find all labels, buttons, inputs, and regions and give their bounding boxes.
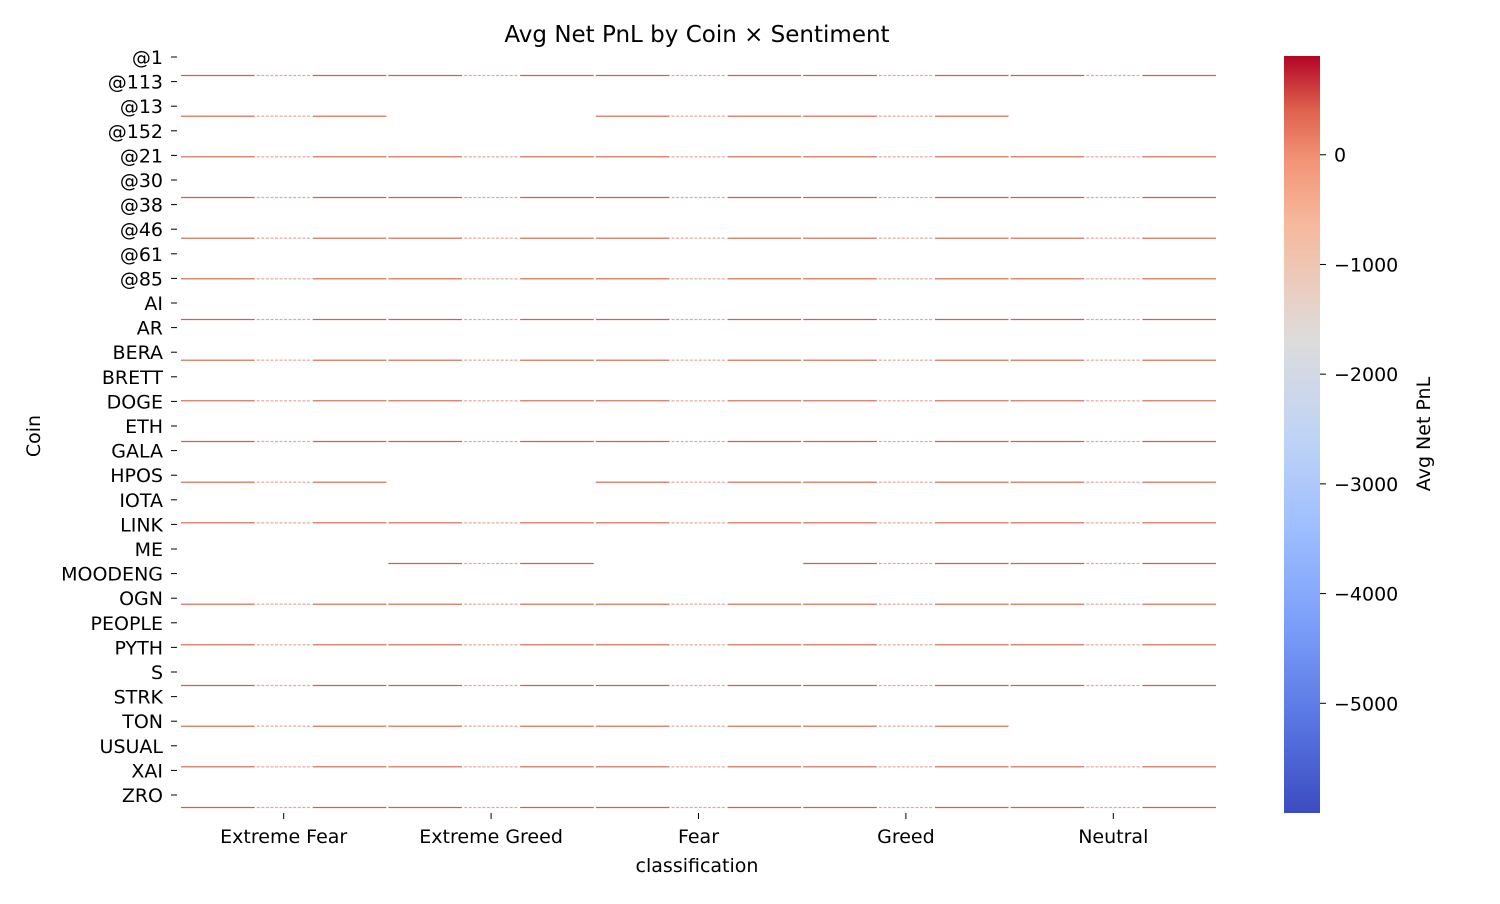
y-tick-label: OGN (119, 588, 163, 610)
y-tick-label: @61 (120, 244, 163, 266)
y-tick-label: @85 (120, 268, 163, 290)
heatmap-cells (181, 74, 1216, 809)
y-tick-label: PYTH (114, 637, 163, 659)
x-axis-label: classification (636, 855, 759, 877)
x-tick-label: Extreme Fear (220, 826, 347, 848)
colorbar-tick-label: 0 (1334, 145, 1346, 167)
y-tick-label: BERA (113, 342, 163, 364)
y-axis-label: Coin (23, 415, 45, 457)
y-tick-label: AR (137, 318, 163, 340)
x-tick-label: Neutral (1078, 826, 1148, 848)
colorbar-tick-label: −5000 (1334, 693, 1398, 715)
y-tick-label: S (151, 662, 163, 684)
y-tick-label: BRETT (102, 367, 164, 389)
y-tick-label: STRK (114, 687, 164, 709)
y-tick-label: LINK (120, 514, 163, 536)
x-axis: Extreme Fear Extreme Greed Fear Greed Neutra… (220, 813, 1148, 848)
y-tick-label: ETH (125, 416, 163, 438)
colorbar-tick-label: −4000 (1334, 584, 1398, 606)
y-tick-label: XAI (131, 760, 163, 782)
y-tick-label: MOODENG (61, 564, 163, 586)
y-tick-label: TON (121, 711, 163, 733)
y-tick-label: GALA (111, 441, 163, 463)
y-tick-label: @1 (132, 47, 163, 69)
y-tick-label: ZRO (122, 785, 163, 807)
y-tick-label: @30 (120, 170, 163, 192)
colorbar-tick-label: −2000 (1334, 364, 1398, 386)
colorbar (1284, 56, 1320, 813)
colorbar-label: Avg Net PnL (1413, 376, 1435, 491)
y-tick-label: IOTA (119, 490, 163, 512)
y-tick-label: AI (144, 293, 163, 315)
x-tick-label: Extreme Greed (419, 826, 563, 848)
y-tick-label: @113 (108, 72, 163, 94)
y-tick-label: @13 (120, 96, 163, 118)
y-tick-label: @152 (108, 121, 163, 143)
y-tick-label: @38 (120, 195, 163, 217)
colorbar-tick-label: −3000 (1334, 474, 1398, 496)
y-tick-label: @46 (120, 219, 163, 241)
colorbar-tick-label: −1000 (1334, 254, 1398, 276)
chart-title: Avg Net PnL by Coin × Sentiment (504, 22, 889, 48)
y-tick-label: ME (135, 539, 163, 561)
colorbar-axis: 0 −1000 −2000 −3000 −4000 −5000 (1320, 145, 1398, 715)
x-tick-label: Fear (678, 826, 719, 848)
y-tick-label: USUAL (100, 736, 164, 758)
y-tick-label: @21 (120, 145, 163, 167)
y-tick-label: PEOPLE (91, 613, 163, 635)
y-tick-label: DOGE (107, 391, 163, 413)
y-tick-label: HPOS (110, 465, 163, 487)
x-tick-label: Greed (877, 826, 935, 848)
